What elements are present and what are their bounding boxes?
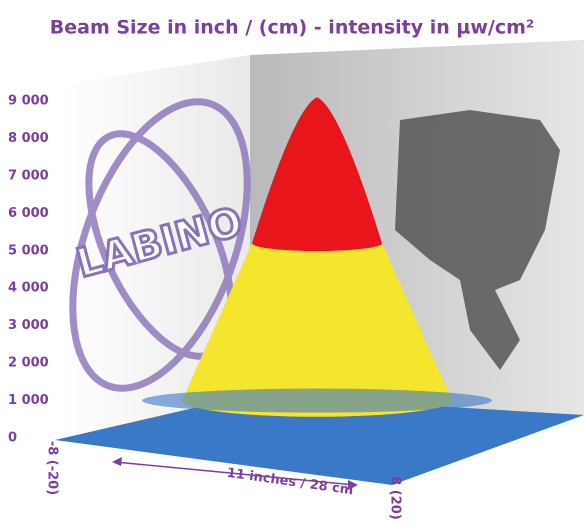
y-tick-label: 3 000 bbox=[8, 318, 49, 333]
y-tick-label: 1 000 bbox=[8, 393, 49, 408]
chart-title: Beam Size in inch / (cm) - intensity in … bbox=[50, 17, 535, 39]
y-tick-label: 4 000 bbox=[8, 281, 49, 296]
y-tick-label: 7 000 bbox=[8, 168, 49, 183]
x-start-label: -8 (-20) bbox=[45, 441, 60, 495]
chart: LABINO Beam Size in inch / (cm) - intens… bbox=[0, 0, 584, 524]
x-end-label: 8 (20) bbox=[388, 476, 403, 520]
y-tick-label: 9 000 bbox=[8, 94, 49, 109]
y-tick-label: 6 000 bbox=[8, 206, 49, 221]
y-tick-label: 8 000 bbox=[8, 131, 49, 146]
arrow-head bbox=[112, 457, 122, 466]
y-tick-label: 2 000 bbox=[8, 356, 49, 371]
y-tick-label: 5 000 bbox=[8, 243, 49, 258]
base-band bbox=[142, 389, 492, 413]
y-tick-label: 0 bbox=[8, 431, 17, 446]
